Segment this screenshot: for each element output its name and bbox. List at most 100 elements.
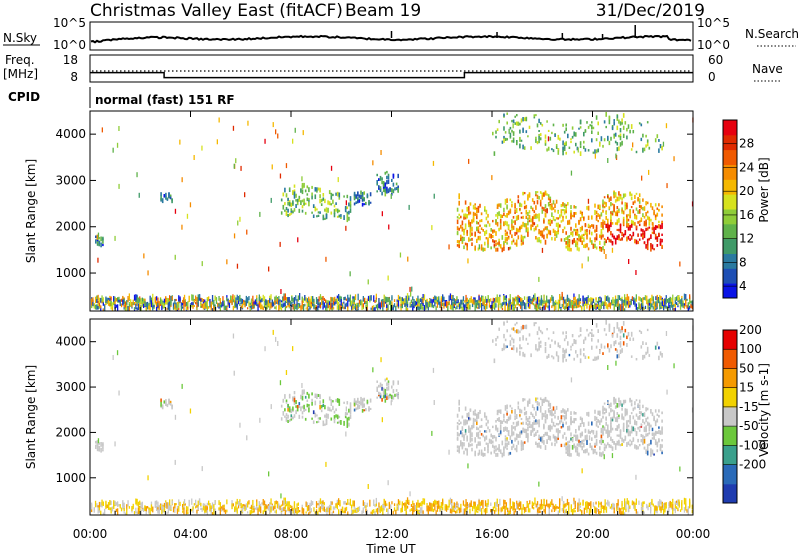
power-cell	[562, 296, 565, 303]
power-cell	[285, 212, 288, 216]
velocity-cell	[541, 439, 544, 443]
velocity-cell	[661, 439, 663, 442]
power-cell	[117, 297, 119, 302]
power-cell	[528, 192, 531, 195]
power-cell	[538, 213, 540, 218]
velocity-cell	[340, 420, 342, 424]
power-cell	[387, 175, 390, 179]
velocity-cell	[557, 423, 559, 426]
power-cell	[333, 209, 336, 215]
power-cell	[498, 119, 500, 124]
power-cell	[568, 243, 571, 248]
power-cell	[570, 170, 573, 176]
velocity-cell	[332, 405, 334, 411]
velocity-cell	[495, 445, 497, 448]
velocity-cell	[557, 428, 559, 433]
power-cell	[476, 226, 478, 232]
velocity-cell	[527, 400, 529, 406]
power-cell	[160, 195, 162, 201]
velocity-cell	[496, 427, 499, 433]
power-cell	[477, 247, 480, 251]
power-cell	[544, 134, 547, 139]
power-cell	[565, 123, 567, 127]
power-cell	[260, 302, 262, 310]
power-cell	[515, 242, 518, 246]
power-cell	[579, 151, 582, 156]
velocity-cell	[270, 498, 272, 505]
power-cell	[566, 299, 569, 302]
power-cell	[635, 150, 638, 154]
y-tick-label: 2000	[55, 220, 86, 234]
velocity-cell	[519, 433, 521, 438]
velocity-cell	[395, 393, 398, 397]
power-cell	[646, 139, 649, 143]
velocity-cell	[492, 444, 494, 448]
power-cell	[646, 142, 649, 147]
velocity-cell	[461, 415, 464, 419]
velocity-cell	[646, 433, 649, 437]
velocity-cell	[512, 445, 515, 448]
velocity-cell	[607, 424, 609, 428]
power-cell	[431, 225, 433, 231]
velocity-cell	[640, 434, 643, 438]
velocity-cell	[335, 398, 337, 403]
power-cell	[506, 242, 508, 245]
power-cell	[595, 236, 598, 241]
power-cell	[638, 193, 641, 198]
power-cell	[358, 198, 361, 201]
power-cell	[535, 216, 537, 219]
velocity-cell	[477, 452, 480, 456]
velocity-cell	[317, 394, 320, 397]
velocity-cell	[458, 419, 460, 422]
power-cell	[604, 299, 606, 306]
power-cell	[464, 304, 466, 311]
power-cell	[308, 308, 310, 311]
power-cell	[549, 230, 552, 236]
power-cell	[653, 248, 655, 251]
velocity-cell	[391, 394, 393, 400]
power-cell	[534, 293, 536, 301]
power-cell	[522, 127, 524, 131]
power-cell	[462, 304, 465, 311]
velocity-cell	[490, 439, 492, 445]
nsky-spikes	[390, 25, 636, 38]
power-cell	[687, 302, 689, 308]
velocity-cell	[605, 429, 607, 434]
velocity-cell	[621, 403, 623, 407]
velocity-cell	[210, 508, 212, 515]
velocity-cell	[512, 344, 515, 349]
velocity-cell	[117, 501, 119, 507]
velocity-cell	[646, 444, 649, 449]
velocity-cell	[397, 394, 399, 400]
power-cell	[239, 297, 241, 302]
power-cell	[546, 300, 548, 308]
power-cell	[543, 305, 545, 311]
power-cell	[114, 296, 116, 302]
power-cell	[468, 237, 470, 242]
power-cell	[552, 302, 554, 307]
velocity-cell	[547, 435, 550, 440]
power-cell	[571, 126, 574, 130]
power-cell	[634, 200, 636, 204]
power-cell	[314, 194, 317, 200]
power-cell	[296, 202, 299, 206]
velocity-cell	[630, 412, 633, 415]
velocity-cell	[543, 440, 545, 445]
velocity-cell	[357, 397, 359, 403]
power-cell	[511, 227, 513, 231]
velocity-cell	[495, 448, 497, 452]
power-cell	[573, 228, 575, 232]
velocity-cell	[487, 442, 489, 448]
power-cell	[556, 301, 558, 305]
velocity-cell	[172, 506, 175, 513]
power-cell	[185, 302, 188, 308]
power-cell	[596, 306, 598, 309]
power-cell	[522, 191, 524, 196]
velocity-cell	[139, 500, 141, 506]
power-cell	[315, 297, 318, 304]
power-cell	[474, 245, 476, 250]
power-cell	[466, 229, 468, 234]
power-cell	[263, 301, 266, 306]
power-cell	[549, 196, 552, 200]
power-cell	[493, 151, 496, 156]
